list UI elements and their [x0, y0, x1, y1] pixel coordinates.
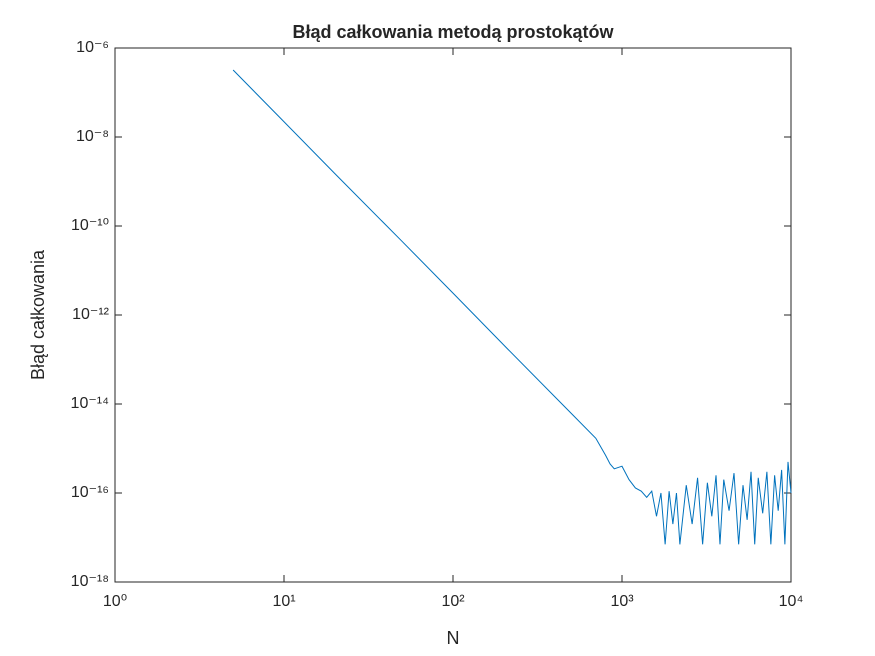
x-tick-label: 10⁴	[779, 593, 804, 610]
x-tick-label: 10²	[441, 593, 465, 610]
x-tick-label: 10³	[610, 593, 634, 610]
y-tick-label: 10⁻¹⁶	[71, 484, 109, 501]
y-tick-label: 10⁻¹⁰	[71, 217, 109, 234]
x-tick-label: 10¹	[272, 593, 295, 610]
y-tick-label: 10⁻⁸	[76, 128, 109, 145]
chart-title: Błąd całkowania metodą prostokątów	[292, 22, 614, 42]
x-tick-label: 10⁰	[103, 593, 127, 610]
y-tick-label: 10⁻⁶	[76, 39, 109, 56]
y-axis-label: Błąd całkowania	[28, 249, 48, 380]
y-tick-label: 10⁻¹⁸	[71, 573, 109, 590]
y-tick-label: 10⁻¹²	[72, 306, 110, 323]
plot-area	[114, 47, 792, 583]
data-line	[232, 69, 792, 545]
x-axis-label: N	[447, 628, 460, 648]
y-tick-label: 10⁻¹⁴	[71, 395, 110, 412]
